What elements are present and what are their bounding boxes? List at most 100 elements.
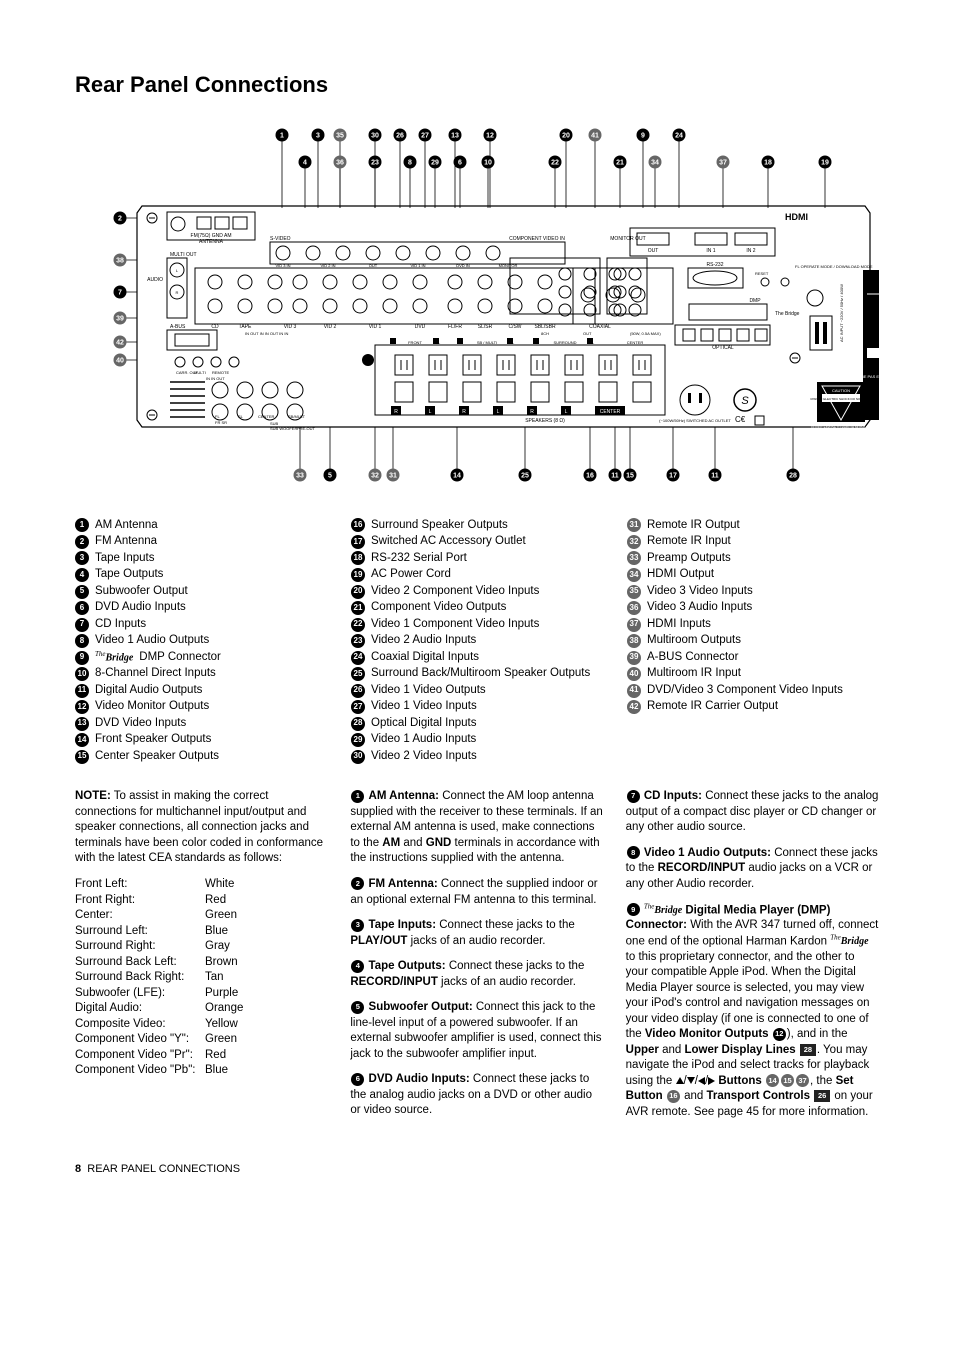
color-table-row: Front Right:Red xyxy=(75,893,328,909)
number-circle-icon: 21 xyxy=(351,601,365,615)
legend-item: 12Video Monitor Outputs xyxy=(75,699,327,715)
color-value: Purple xyxy=(205,986,238,1002)
svg-text:L: L xyxy=(438,340,441,345)
color-table: Front Left:WhiteFront Right:RedCenter:Gr… xyxy=(75,877,328,1079)
color-label: Front Left: xyxy=(75,877,205,893)
legend-item: 4Tape Outputs xyxy=(75,567,327,583)
color-label: Digital Audio: xyxy=(75,1001,205,1017)
legend-item: 38Multiroom Outputs xyxy=(627,633,879,649)
color-table-row: Subwoofer (LFE):Purple xyxy=(75,986,328,1002)
svg-text:S-VIDEO: S-VIDEO xyxy=(270,236,291,242)
svg-text:15: 15 xyxy=(626,472,634,479)
svg-text:31: 31 xyxy=(389,472,397,479)
svg-text:TAPE: TAPE xyxy=(239,324,252,330)
svg-text:DVD IN: DVD IN xyxy=(456,263,470,268)
legend-label: Video Monitor Outputs xyxy=(95,699,209,715)
color-value: Brown xyxy=(205,955,238,971)
page-footer: 8 REAR PANEL CONNECTIONS xyxy=(75,1162,879,1177)
svg-text:AC INPUT ~220V / 50Hz / 400W: AC INPUT ~220V / 50Hz / 400W xyxy=(839,284,844,342)
svg-text:L: L xyxy=(512,340,515,345)
svg-text:6: 6 xyxy=(458,159,462,166)
svg-text:DO NOT EXPOSE TO RAIN OR MOIST: DO NOT EXPOSE TO RAIN OR MOISTURE xyxy=(811,425,871,429)
legend-label: Multiroom Outputs xyxy=(647,633,741,649)
svg-text:10: 10 xyxy=(484,159,492,166)
color-value: Yellow xyxy=(205,1017,238,1033)
number-circle-icon: 37 xyxy=(627,618,641,632)
legend-label: Remote IR Input xyxy=(647,534,731,550)
legend-item: 40Multiroom IR Input xyxy=(627,666,879,682)
legend-label: Video 1 Component Video Inputs xyxy=(371,617,539,633)
legend-item: 5Subwoofer Output xyxy=(75,584,327,600)
svg-text:8CH: 8CH xyxy=(541,331,549,336)
svg-text:L: L xyxy=(592,340,595,345)
color-label: Subwoofer (LFE): xyxy=(75,986,205,1002)
svg-text:VID 3 IN: VID 3 IN xyxy=(275,263,290,268)
legend-item: 30Video 2 Video Inputs xyxy=(351,749,603,765)
legend-item: 42Remote IR Carrier Output xyxy=(627,699,879,715)
legend-label: HDMI Output xyxy=(647,567,714,583)
number-circle-icon: 41 xyxy=(627,684,641,698)
legend-item: 31 Remote IR Output xyxy=(627,518,879,534)
number-circle-icon: 23 xyxy=(351,634,365,648)
svg-text:24: 24 xyxy=(675,132,683,139)
number-circle-icon: 31 xyxy=(627,518,641,532)
legend-label: AC Power Cord xyxy=(371,567,451,583)
svg-text:OUT: OUT xyxy=(369,263,378,268)
svg-text:5: 5 xyxy=(328,472,332,479)
number-circle-icon: 30 xyxy=(351,750,365,764)
legend-label: HDMI Inputs xyxy=(647,617,711,633)
number-circle-icon: 18 xyxy=(351,551,365,565)
svg-text:COMPONENT VIDEO IN: COMPONENT VIDEO IN xyxy=(509,236,565,242)
legend-list: 1AM Antenna2FM Antenna3Tape Inputs4Tape … xyxy=(75,518,879,766)
legend-item: 7CD Inputs xyxy=(75,617,327,633)
legend-label: 8-Channel Direct Inputs xyxy=(95,666,216,682)
svg-text:21: 21 xyxy=(616,159,624,166)
legend-col-1: 1AM Antenna2FM Antenna3Tape Inputs4Tape … xyxy=(75,518,327,766)
number-circle-icon: 29 xyxy=(351,733,365,747)
svg-text:RISK OF ELECTRIC SHOCK DO NOT: RISK OF ELECTRIC SHOCK DO NOT OPEN xyxy=(811,397,872,401)
color-value: Orange xyxy=(205,1001,243,1017)
svg-text:18: 18 xyxy=(764,159,772,166)
svg-text:37: 37 xyxy=(719,159,727,166)
number-circle-icon: 3 xyxy=(75,551,89,565)
legend-label: Remote IR Output xyxy=(647,518,740,534)
color-table-row: Surround Left:Blue xyxy=(75,924,328,940)
legend-label: Optical Digital Inputs xyxy=(371,716,476,732)
svg-text:SL: SL xyxy=(238,414,244,419)
legend-item: 36Video 3 Audio Inputs xyxy=(627,600,879,616)
legend-item: 1AM Antenna xyxy=(75,518,327,534)
svg-text:22: 22 xyxy=(551,159,559,166)
svg-text:REMOTE: REMOTE xyxy=(212,370,229,375)
svg-text:41: 41 xyxy=(591,132,599,139)
svg-text:FL: FL xyxy=(215,414,220,419)
number-circle-icon: 35 xyxy=(627,585,641,599)
p-am-antenna: 1 AM Antenna: Connect the AM loop antenn… xyxy=(350,789,603,867)
legend-item: 41 DVD/Video 3 Component Video Inputs xyxy=(627,683,879,699)
color-label: Surround Back Left: xyxy=(75,955,205,971)
legend-label: Component Video Outputs xyxy=(371,600,506,616)
legend-item: 25Surround Back/Multiroom Speaker Output… xyxy=(351,666,603,682)
svg-text:CENTER: CENTER xyxy=(600,409,621,415)
svg-text:HDMI: HDMI xyxy=(785,212,808,222)
color-table-row: Digital Audio:Orange xyxy=(75,1001,328,1017)
legend-label: DVD/Video 3 Component Video Inputs xyxy=(647,683,843,699)
svg-text:(~100W/50Hz) SWITCHED AC OUTLE: (~100W/50Hz) SWITCHED AC OUTLET xyxy=(659,418,731,423)
svg-text:35: 35 xyxy=(336,132,344,139)
legend-label: Preamp Outputs xyxy=(647,551,731,567)
legend-label: Surround Speaker Outputs xyxy=(371,518,508,534)
legend-item: 39A-BUS Connector xyxy=(627,650,879,666)
legend-item: 18RS-232 Serial Port xyxy=(351,551,603,567)
legend-label: Front Speaker Outputs xyxy=(95,732,211,748)
svg-text:S: S xyxy=(741,395,749,407)
svg-text:CENTER: CENTER xyxy=(258,414,275,419)
number-circle-icon: 26 xyxy=(351,684,365,698)
p-tape-inputs: 3 Tape Inputs: Connect these jacks to th… xyxy=(350,918,603,949)
number-circle-icon: 9 xyxy=(75,651,89,665)
legend-label: CD Inputs xyxy=(95,617,146,633)
color-value: Gray xyxy=(205,939,230,955)
svg-text:AUDIO: AUDIO xyxy=(147,277,163,283)
number-circle-icon: 4 xyxy=(75,568,89,582)
legend-label: Multiroom IR Input xyxy=(647,666,741,682)
svg-text:A-BUS: A-BUS xyxy=(170,324,186,330)
legend-item: 14Front Speaker Outputs xyxy=(75,732,327,748)
